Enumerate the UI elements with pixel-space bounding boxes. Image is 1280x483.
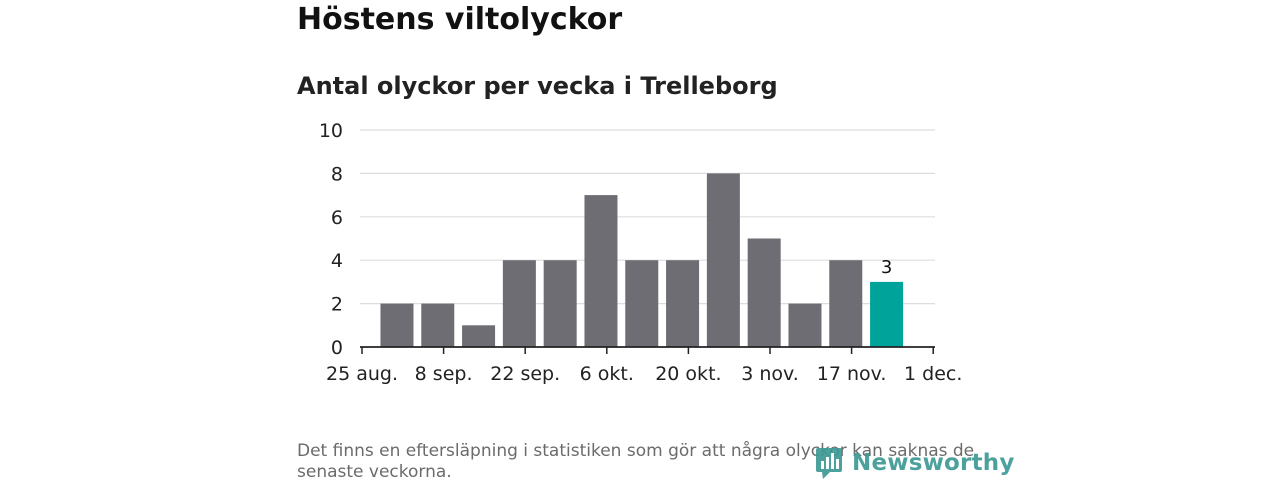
bar (666, 260, 700, 347)
bar (421, 303, 455, 347)
newsworthy-logo-icon (816, 448, 842, 479)
x-tick-label: 25 aug. (326, 363, 398, 385)
y-tick-label: 0 (331, 337, 343, 359)
bar (584, 195, 618, 347)
x-tick-label: 3 nov. (741, 363, 799, 385)
x-tick-label: 1 dec. (904, 363, 962, 385)
bar (788, 303, 822, 347)
bar (462, 325, 496, 347)
y-tick-label: 8 (331, 163, 343, 185)
bar (502, 260, 536, 347)
bar (829, 260, 863, 347)
chart-title: Höstens viltolyckor (297, 2, 623, 37)
bar (870, 281, 904, 347)
bar (747, 238, 781, 347)
x-tick-label: 8 sep. (415, 363, 473, 385)
data-label: 3 (881, 257, 892, 278)
bar (706, 173, 740, 347)
y-tick-label: 6 (331, 207, 343, 229)
x-tick-label: 6 okt. (580, 363, 634, 385)
bar (380, 303, 414, 347)
x-tick-label: 17 nov. (817, 363, 887, 385)
y-tick-label: 4 (331, 250, 343, 272)
chart-subtitle: Antal olyckor per vecka i Trelleborg (297, 72, 778, 100)
y-tick-label: 10 (319, 120, 343, 142)
newsworthy-logo: Newsworthy (814, 446, 1015, 480)
bar (543, 260, 577, 347)
newsworthy-logo-text: Newsworthy (852, 450, 1015, 476)
footnote: Det finns en eftersläpning i statistiken… (297, 441, 975, 482)
y-tick-label: 2 (331, 294, 343, 316)
x-tick-label: 20 okt. (655, 363, 721, 385)
bar (625, 260, 659, 347)
bar-chart: 0 2 4 6 8 10 3 25 aug. 8 sep. 22 sep. 6 okt. 20 okt… (319, 120, 963, 385)
x-tick-label: 22 sep. (490, 363, 560, 385)
